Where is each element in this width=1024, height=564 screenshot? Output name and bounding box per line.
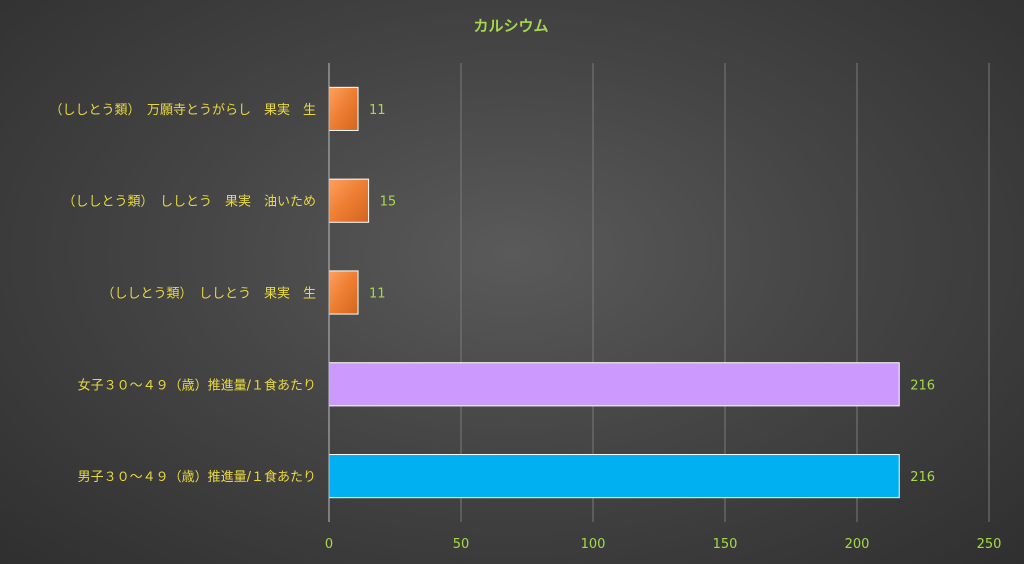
data-label: 216 [910, 470, 935, 485]
category-label: （ししとう類） ししとう 果実 油いため [62, 194, 316, 210]
bar [328, 454, 900, 499]
bar [328, 178, 370, 223]
data-label: 11 [369, 103, 386, 118]
x-tick-label: 50 [453, 537, 470, 552]
bar [328, 362, 900, 407]
gridlines [460, 63, 990, 522]
bar [328, 86, 359, 131]
x-tick-label: 200 [845, 537, 870, 552]
x-tick-label: 150 [713, 537, 738, 552]
x-tick-label: 0 [325, 537, 333, 552]
bar [328, 270, 359, 315]
category-labels: （ししとう類） 万願寺とうがらし 果実 生 （ししとう類） ししとう 果実 油いた… [49, 102, 316, 485]
data-labels: 11 15 11 216 216 [369, 103, 935, 485]
data-label: 11 [369, 287, 386, 302]
data-label: 216 [910, 378, 935, 393]
x-tick-label: 250 [977, 537, 1002, 552]
category-label: 男子３０～４９（歳）推進量/１食あたり [78, 469, 316, 485]
chart-title: カルシウム [473, 17, 548, 35]
x-tick-labels: 0 50 100 150 200 250 [325, 537, 1002, 552]
category-label: 女子３０～４９（歳）推進量/１食あたり [78, 377, 316, 393]
category-label: （ししとう類） 万願寺とうがらし 果実 生 [49, 102, 316, 118]
data-label: 15 [380, 195, 397, 210]
bars [328, 86, 900, 499]
category-label: （ししとう類） ししとう 果実 生 [101, 286, 316, 302]
x-tick-label: 100 [581, 537, 606, 552]
